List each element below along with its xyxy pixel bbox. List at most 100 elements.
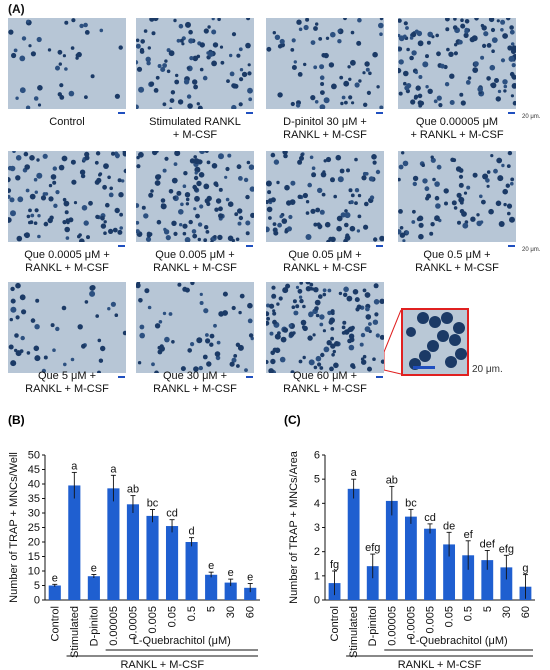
caption-line: + M-CSF <box>172 129 218 141</box>
caption-line: Stimulated RANKL <box>149 116 241 128</box>
group-label: L-Quebrachitol (μM) <box>133 635 231 647</box>
caption-line: + RANKL + M-CSF <box>410 129 504 141</box>
panel-label: (B) <box>8 413 25 427</box>
x-tick-label: 0.005 <box>147 606 159 634</box>
y-tick-label: 5 <box>34 580 40 592</box>
x-tick-label: Stimulated <box>348 606 360 658</box>
scale-bar <box>508 245 515 247</box>
significance-letter: fg <box>330 559 339 571</box>
cell-texture <box>8 18 123 109</box>
caption-line: RANKL + M-CSF <box>25 383 109 395</box>
y-tick-label: 4 <box>314 498 320 510</box>
bottom-label: RANKL + M-CSF <box>398 659 482 670</box>
scale-bar <box>118 376 125 378</box>
bar <box>205 574 218 600</box>
cell-texture <box>398 18 516 108</box>
cell-texture <box>266 18 384 109</box>
caption-line: Control <box>49 116 85 128</box>
scale-bar <box>118 112 125 114</box>
x-tick-label: 0.0005 <box>127 606 139 640</box>
caption-line: Que 5 μM + <box>37 370 96 382</box>
micrograph-caption: Stimulated RANKL + M-CSF <box>125 116 265 142</box>
micrograph-6 <box>136 151 254 242</box>
y-tick-label: 1 <box>314 570 320 582</box>
significance-letter: a <box>71 460 78 472</box>
x-tick-label: 0.5 <box>186 606 198 621</box>
cell-texture <box>266 282 384 373</box>
x-tick-label: Control <box>329 606 341 641</box>
micrograph-caption: Control <box>0 116 137 129</box>
zoom-inset <box>401 308 469 376</box>
significance-letter: efg <box>499 543 514 555</box>
significance-letter: e <box>91 562 97 574</box>
x-tick-label: D-pinitol <box>88 606 100 646</box>
micrograph-caption: Que 0.005 μM + RANKL + M-CSF <box>125 249 265 275</box>
cell-texture <box>266 151 384 242</box>
y-tick-label: 25 <box>28 522 40 534</box>
micrograph-11 <box>266 282 384 373</box>
cell-texture <box>136 151 254 242</box>
significance-letter: ab <box>127 484 139 496</box>
y-tick-label: 50 <box>28 450 40 462</box>
bar <box>481 560 494 600</box>
micrograph-caption: Que 0.00005 μM + RANKL + M-CSF <box>387 116 527 142</box>
bar <box>443 544 456 600</box>
y-tick-label: 10 <box>28 566 40 578</box>
y-axis-label: Number of TRAP + MNCs/Well <box>8 452 20 603</box>
bar <box>185 542 198 600</box>
cell-texture <box>8 151 126 242</box>
y-tick-label: 5 <box>314 474 320 486</box>
x-tick-label: 0.00005 <box>386 606 398 646</box>
micrograph-caption: Que 30 μM + RANKL + M-CSF <box>125 370 265 396</box>
x-tick-label: 30 <box>225 606 237 618</box>
y-axis-label: Number of TRAP + MNCs/Area <box>288 450 300 604</box>
scale-text: 20 μm. <box>522 247 541 253</box>
x-tick-label: 0.5 <box>463 606 475 621</box>
y-tick-label: 15 <box>28 551 40 563</box>
significance-letter: def <box>480 538 496 550</box>
y-tick-label: 2 <box>314 546 320 558</box>
x-tick-label: Control <box>49 606 61 641</box>
bar <box>404 516 417 600</box>
significance-letter: a <box>110 463 117 475</box>
significance-letter: bc <box>147 498 159 510</box>
bar <box>87 576 100 600</box>
caption-line: RANKL + M-CSF <box>25 262 109 274</box>
x-tick-label: 0.005 <box>425 606 437 634</box>
scale-bar <box>246 245 253 247</box>
bar <box>126 504 140 600</box>
caption-line: RANKL + M-CSF <box>415 262 499 274</box>
significance-letter: e <box>52 572 58 584</box>
significance-letter: de <box>443 520 455 532</box>
bar <box>165 526 179 600</box>
inset-scale-bar <box>413 366 435 369</box>
significance-letter: cd <box>166 508 178 520</box>
bar <box>366 566 379 600</box>
x-tick-label: 60 <box>245 606 257 618</box>
y-tick-label: 35 <box>28 493 40 505</box>
cell-texture <box>398 151 515 242</box>
caption-line: RANKL + M-CSF <box>283 129 367 141</box>
caption-line: RANKL + M-CSF <box>283 383 367 395</box>
caption-line: RANKL + M-CSF <box>283 262 367 274</box>
scale-bar <box>376 245 383 247</box>
scale-bar <box>246 112 253 114</box>
significance-letter: a <box>351 467 358 479</box>
caption-line: Que 0.5 μM + <box>423 249 491 261</box>
inset-scale-text: 20 μm. <box>472 364 503 375</box>
bar <box>107 488 120 600</box>
micrograph-1 <box>8 18 126 109</box>
significance-letter: bc <box>405 497 417 509</box>
x-tick-label: Stimulated <box>69 606 81 658</box>
bar <box>68 485 81 600</box>
micrograph-4 <box>398 18 516 109</box>
scale-bar <box>246 376 253 378</box>
x-tick-label: 5 <box>482 606 494 612</box>
bar <box>224 582 237 600</box>
significance-letter: cd <box>424 512 436 524</box>
significance-letter: ab <box>386 474 398 486</box>
bar <box>48 585 61 600</box>
scale-bar <box>376 112 383 114</box>
y-tick-label: 45 <box>28 464 40 476</box>
